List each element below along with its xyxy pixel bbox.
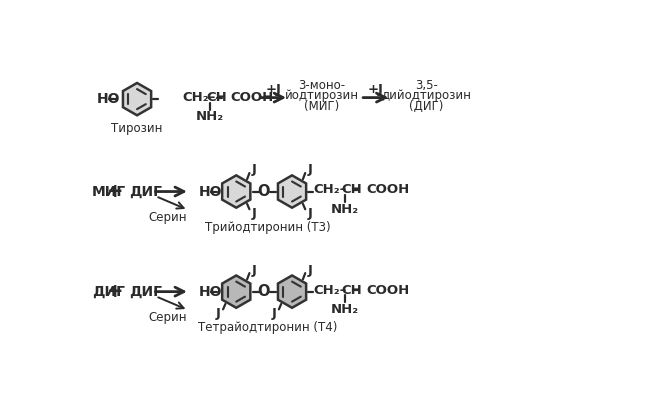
Text: Серин: Серин [149,211,187,224]
Text: J: J [272,307,276,320]
Text: COOH: COOH [231,91,274,104]
Text: J: J [252,263,257,276]
Polygon shape [222,175,250,208]
Polygon shape [123,83,151,115]
Text: Трийодтиронин (Т3): Трийодтиронин (Т3) [205,221,331,234]
Text: Серин: Серин [149,311,187,324]
Text: J: J [307,207,313,220]
Text: +J: +J [368,83,384,96]
Text: NH₂: NH₂ [331,203,359,216]
Text: J: J [216,307,221,320]
Text: O: O [257,284,270,299]
Text: (ДИГ): (ДИГ) [409,99,443,112]
Text: CH: CH [342,283,363,297]
Text: 3,5-: 3,5- [415,79,437,92]
Text: (МИГ): (МИГ) [304,99,339,112]
Text: ДИГ: ДИГ [129,184,162,198]
Polygon shape [278,175,306,208]
Text: Тирозин: Тирозин [111,122,162,135]
Text: +: + [107,282,124,301]
Text: МИГ: МИГ [92,184,126,198]
Text: CH₂–: CH₂– [182,91,215,104]
Text: ДИГ: ДИГ [92,285,125,299]
Text: J: J [307,164,313,176]
Text: J: J [252,164,257,176]
Text: дийодтирозин: дийодтирозин [381,89,471,102]
Text: COOH: COOH [367,184,410,196]
Text: CH: CH [207,91,228,104]
Text: J: J [252,207,257,220]
Text: Тетрайодтиронин (Т4): Тетрайодтиронин (Т4) [198,321,338,334]
Text: NH₂: NH₂ [331,303,359,316]
Text: COOH: COOH [367,283,410,297]
Text: йодтирозин: йодтирозин [285,89,359,102]
Text: J: J [307,263,313,276]
Text: НО: НО [199,184,222,198]
Text: НО: НО [199,285,222,299]
Text: CH₂–: CH₂– [314,184,347,196]
Polygon shape [278,275,306,308]
Text: НО: НО [97,92,120,106]
Text: O: O [257,184,270,199]
Text: CH₂–: CH₂– [314,283,347,297]
Text: 3-моно-: 3-моно- [298,79,345,92]
Text: NH₂: NH₂ [196,110,224,123]
Text: ДИГ: ДИГ [129,285,162,299]
Text: +J: +J [265,83,281,96]
Text: +: + [107,182,124,201]
Text: CH: CH [342,184,363,196]
Polygon shape [222,275,250,308]
